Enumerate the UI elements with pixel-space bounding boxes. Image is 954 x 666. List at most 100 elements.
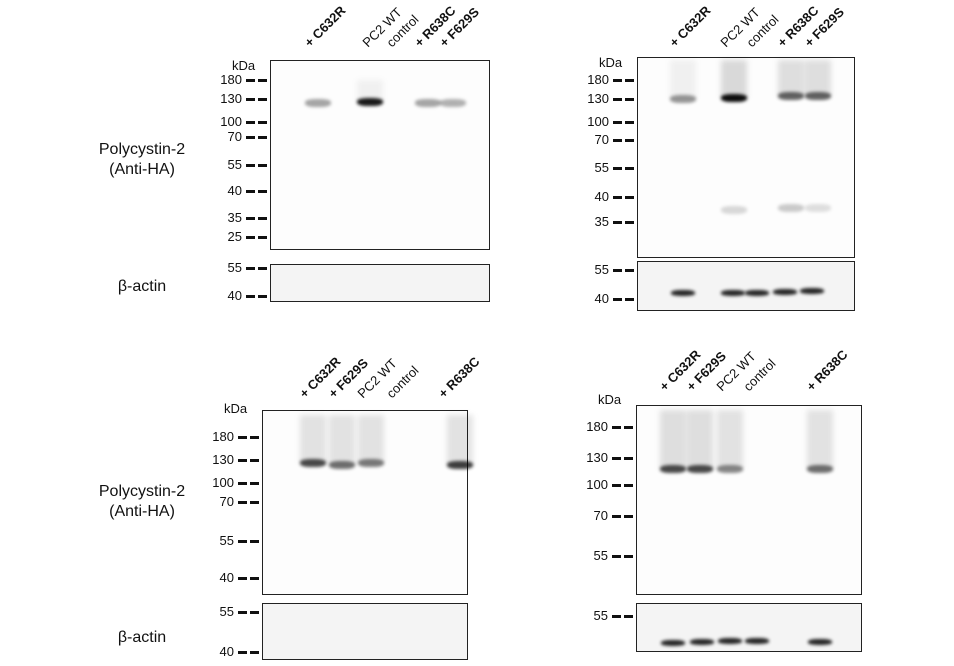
- marker-tick: [258, 190, 267, 193]
- kda-unit-label: kDa: [599, 55, 623, 70]
- marker-tick: [625, 139, 634, 142]
- protein-smear: [300, 415, 326, 463]
- marker-tick: [625, 221, 634, 224]
- marker-tick: [250, 459, 259, 462]
- actin-band: [745, 638, 769, 644]
- protein-smear: [805, 60, 831, 96]
- marker-label: 100: [586, 477, 608, 492]
- marker-tick: [613, 196, 622, 199]
- marker-label: 180: [220, 72, 242, 87]
- marker-tick: [238, 501, 247, 504]
- marker-label: 40: [219, 644, 234, 659]
- marker-label: 70: [594, 132, 609, 147]
- marker-tick: [613, 139, 622, 142]
- protein-band: [805, 92, 831, 100]
- protein-band: [721, 206, 747, 214]
- marker-tick: [624, 555, 633, 558]
- marker-tick: [258, 236, 267, 239]
- marker-tick: [624, 457, 633, 460]
- row-label-bottom-actin: β-actin: [117, 629, 167, 646]
- marker-tick: [625, 167, 634, 170]
- marker-label: 180: [587, 72, 609, 87]
- actin-band: [808, 639, 832, 645]
- marker-label: 55: [594, 262, 609, 277]
- marker-label: 35: [594, 214, 609, 229]
- protein-band: [721, 94, 747, 102]
- marker-tick: [258, 164, 267, 167]
- marker-tick: [625, 196, 634, 199]
- marker-tick: [258, 121, 267, 124]
- marker-tick: [250, 501, 259, 504]
- marker-label: 130: [212, 452, 234, 467]
- lane-label: + R638C: [803, 346, 851, 394]
- protein-band: [358, 459, 384, 467]
- lane-label: + R638C: [435, 353, 483, 401]
- protein-smear: [670, 60, 696, 99]
- marker-tick: [250, 436, 259, 439]
- marker-tick: [246, 121, 255, 124]
- protein-band: [329, 461, 355, 469]
- protein-smear: [717, 410, 743, 469]
- marker-label: 130: [220, 91, 242, 106]
- protein-smear: [778, 60, 804, 96]
- marker-label: 100: [587, 114, 609, 129]
- marker-tick: [612, 426, 621, 429]
- marker-label: 35: [227, 210, 242, 225]
- marker-tick: [625, 269, 634, 272]
- lane-label: + C632R: [666, 2, 714, 50]
- actin-panel: [270, 264, 490, 302]
- marker-tick: [258, 267, 267, 270]
- marker-tick: [250, 482, 259, 485]
- actin-band: [661, 640, 685, 646]
- marker-tick: [238, 651, 247, 654]
- marker-label: 25: [227, 229, 242, 244]
- marker-tick: [613, 79, 622, 82]
- marker-tick: [613, 298, 622, 301]
- protein-band: [805, 204, 831, 212]
- protein-smear: [721, 60, 747, 98]
- marker-tick: [612, 615, 621, 618]
- marker-label: 100: [212, 475, 234, 490]
- marker-tick: [246, 295, 255, 298]
- marker-label: 40: [227, 288, 242, 303]
- protein-band: [357, 98, 383, 106]
- marker-tick: [625, 298, 634, 301]
- marker-tick: [238, 577, 247, 580]
- marker-tick: [258, 136, 267, 139]
- marker-label: 55: [594, 160, 609, 175]
- protein-band: [415, 99, 441, 107]
- protein-smear: [660, 410, 686, 469]
- marker-label: 40: [219, 570, 234, 585]
- marker-label: 40: [227, 183, 242, 198]
- marker-label: 70: [227, 129, 242, 144]
- marker-tick: [613, 98, 622, 101]
- kda-unit-label: kDa: [224, 401, 248, 416]
- blot-panel: [637, 57, 855, 258]
- marker-label: 55: [227, 157, 242, 172]
- marker-label: 40: [594, 291, 609, 306]
- actin-panel: [637, 261, 855, 311]
- marker-label: 130: [586, 450, 608, 465]
- kda-unit-label: kDa: [232, 58, 256, 73]
- marker-tick: [246, 190, 255, 193]
- protein-smear: [358, 415, 384, 463]
- marker-label: 55: [593, 548, 608, 563]
- marker-tick: [246, 164, 255, 167]
- blot-panel: [636, 405, 862, 595]
- marker-tick: [246, 267, 255, 270]
- marker-label: 100: [220, 114, 242, 129]
- actin-band: [671, 290, 695, 296]
- marker-label: 55: [219, 604, 234, 619]
- marker-tick: [624, 515, 633, 518]
- protein-band: [778, 92, 804, 100]
- marker-tick: [625, 79, 634, 82]
- actin-band: [773, 289, 797, 295]
- marker-tick: [258, 217, 267, 220]
- blot-panel: [270, 60, 490, 250]
- protein-smear: [687, 410, 713, 469]
- protein-band: [670, 95, 696, 103]
- marker-tick: [612, 555, 621, 558]
- marker-label: 55: [593, 608, 608, 623]
- actin-band: [745, 290, 769, 296]
- marker-tick: [246, 98, 255, 101]
